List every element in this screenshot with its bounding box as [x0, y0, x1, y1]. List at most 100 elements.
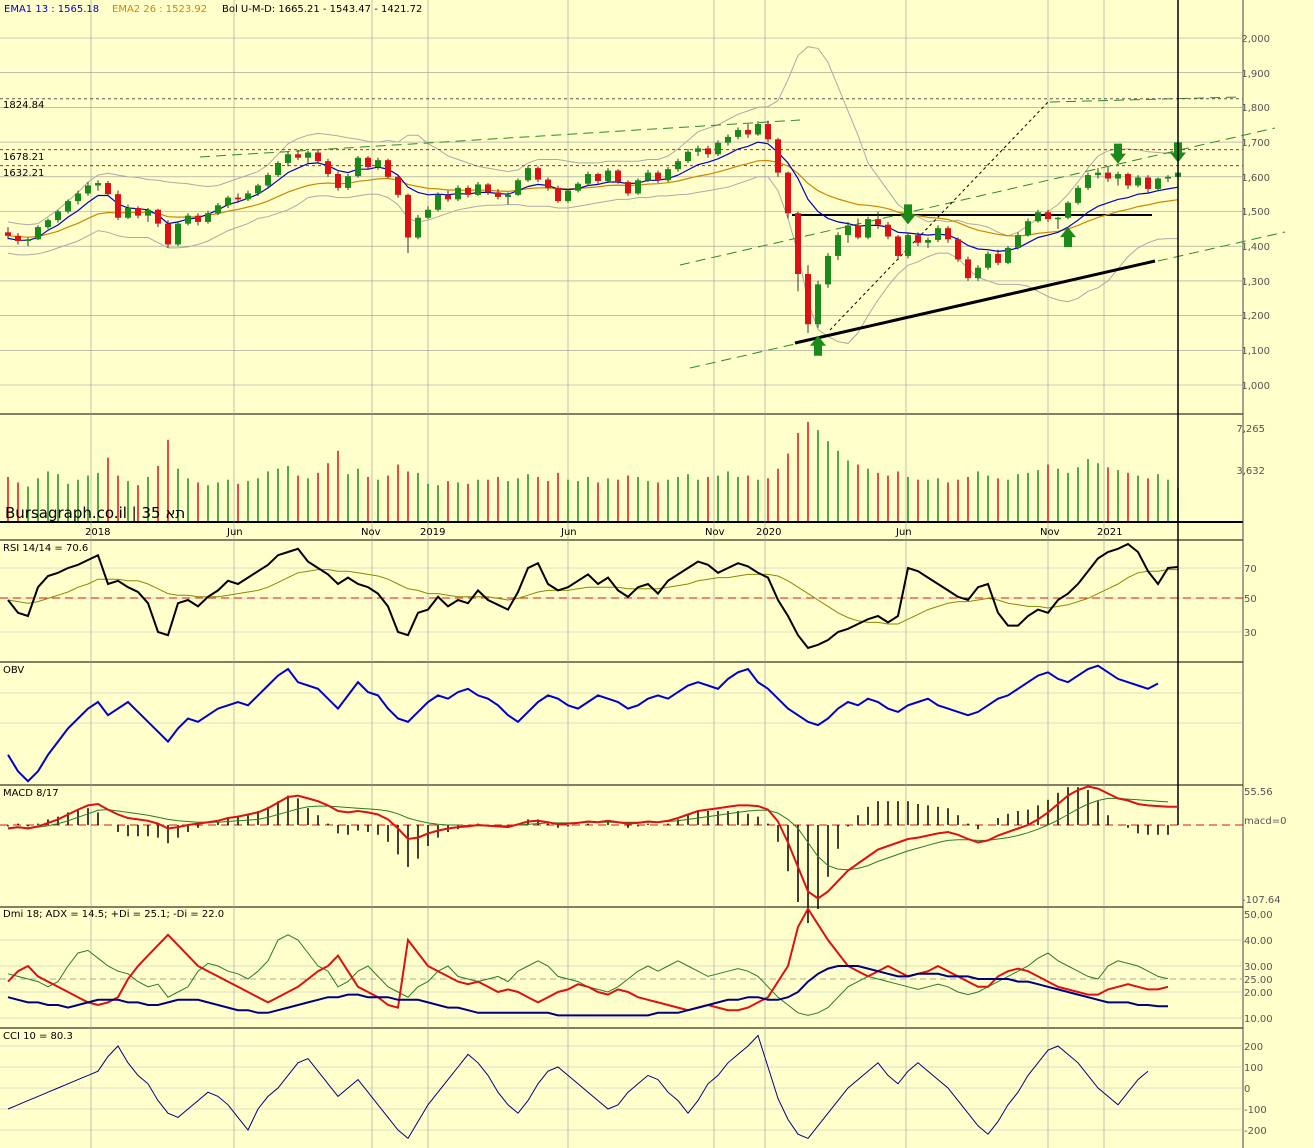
rsi-line: [7, 542, 1179, 650]
date-axis: 2018 Jun Nov 2019 Jun Nov 2020 Jun Nov 2…: [85, 527, 1122, 538]
candle-body: [535, 168, 541, 180]
candle-body: [385, 160, 391, 177]
candle-body: [415, 217, 421, 238]
candle: [145, 208, 151, 222]
dmi-label: Dmi 18; ADX = 14.5; +Di = 25.1; -Di = 22…: [3, 909, 224, 920]
date-label: 2021: [1097, 527, 1122, 538]
candle: [795, 211, 801, 292]
candle: [685, 149, 691, 163]
price-tick: 1,200: [1241, 311, 1270, 322]
candle: [635, 178, 641, 195]
candle-body: [365, 157, 371, 168]
candle: [575, 182, 581, 193]
candle-body: [915, 235, 921, 243]
candle-body: [805, 273, 811, 325]
dmi-tick: 40.00: [1244, 936, 1273, 947]
candle: [415, 214, 421, 240]
candle: [545, 177, 551, 191]
rsi-label: RSI 14/14 = 70.6: [3, 543, 88, 554]
candle: [195, 213, 201, 226]
cci-line: [7, 1034, 1149, 1140]
candle: [345, 174, 351, 190]
dmi-lines: [0, 906, 1243, 1017]
macd-bottom: -107.64: [1242, 895, 1281, 906]
candle: [425, 206, 431, 220]
candle: [185, 213, 191, 226]
price-axis: 2,000 1,900 1,800 1,700 1,600 1,500 1,40…: [1241, 34, 1270, 392]
candle-body: [775, 139, 781, 173]
candle: [975, 265, 981, 281]
candle-body: [935, 228, 941, 240]
candle-body: [475, 184, 481, 195]
price-tick: 1,400: [1241, 242, 1270, 253]
candle: [735, 127, 741, 140]
candle: [625, 180, 631, 196]
candle: [715, 140, 721, 156]
candle-body: [455, 187, 461, 200]
candle-body: [585, 174, 591, 184]
rsi-tick: 70: [1244, 564, 1257, 575]
minus-di-line: [7, 906, 1169, 1012]
bollinger-upper: [7, 46, 1179, 237]
dmi-tick: 20.00: [1244, 988, 1273, 999]
obv-line: [7, 664, 1159, 783]
candle: [1095, 168, 1101, 179]
candle: [865, 216, 871, 240]
candle: [785, 171, 791, 219]
candle-body: [1075, 187, 1081, 203]
candle: [245, 190, 251, 202]
candle: [485, 183, 491, 195]
candle: [945, 226, 951, 243]
price-tick: 1,900: [1241, 69, 1270, 80]
candle-body: [865, 219, 871, 238]
candle-body: [635, 180, 641, 194]
candle-body: [1105, 172, 1111, 179]
candle-body: [335, 174, 341, 188]
candle-body: [725, 136, 731, 143]
candle: [935, 225, 941, 243]
candle: [295, 149, 301, 161]
candle: [535, 166, 541, 183]
candle: [805, 265, 811, 333]
candle-body: [95, 183, 101, 186]
candle-body: [745, 129, 751, 135]
bollinger-lower: [7, 176, 1178, 344]
candle-body: [1135, 177, 1141, 186]
candle: [75, 190, 81, 205]
candle-body: [555, 187, 561, 202]
level-label-1678: 1678.21: [3, 152, 44, 163]
candle-body: [545, 179, 551, 188]
candle: [1075, 185, 1081, 205]
candle-body: [1125, 174, 1131, 186]
candle: [955, 237, 961, 262]
price-tick: 1,300: [1241, 277, 1270, 288]
date-label: Jun: [226, 527, 243, 538]
candle: [305, 150, 311, 163]
dmi-tick: 25.00: [1244, 975, 1273, 986]
candle: [915, 232, 921, 247]
candle-body: [685, 151, 691, 162]
candle-body: [25, 239, 31, 241]
candle-body: [245, 193, 251, 200]
candle: [365, 155, 371, 170]
candle-body: [705, 148, 711, 155]
candle-body: [615, 170, 621, 183]
candle-body: [485, 184, 491, 193]
price-tick: 1,500: [1241, 207, 1270, 218]
candle: [985, 251, 991, 270]
candle: [1005, 246, 1011, 265]
macd-zero: macd=0: [1244, 816, 1286, 827]
candle-body: [225, 197, 231, 206]
candle-body: [1015, 235, 1021, 248]
candle: [705, 145, 711, 158]
candle-body: [715, 142, 721, 155]
candle-body: [205, 213, 211, 222]
candle-body: [595, 174, 601, 181]
candle-body: [75, 193, 81, 202]
candle-body: [45, 220, 51, 228]
candle: [1015, 232, 1021, 250]
candle-body: [815, 284, 821, 325]
candle: [595, 172, 601, 184]
candle: [655, 170, 661, 184]
candle: [1145, 175, 1151, 193]
